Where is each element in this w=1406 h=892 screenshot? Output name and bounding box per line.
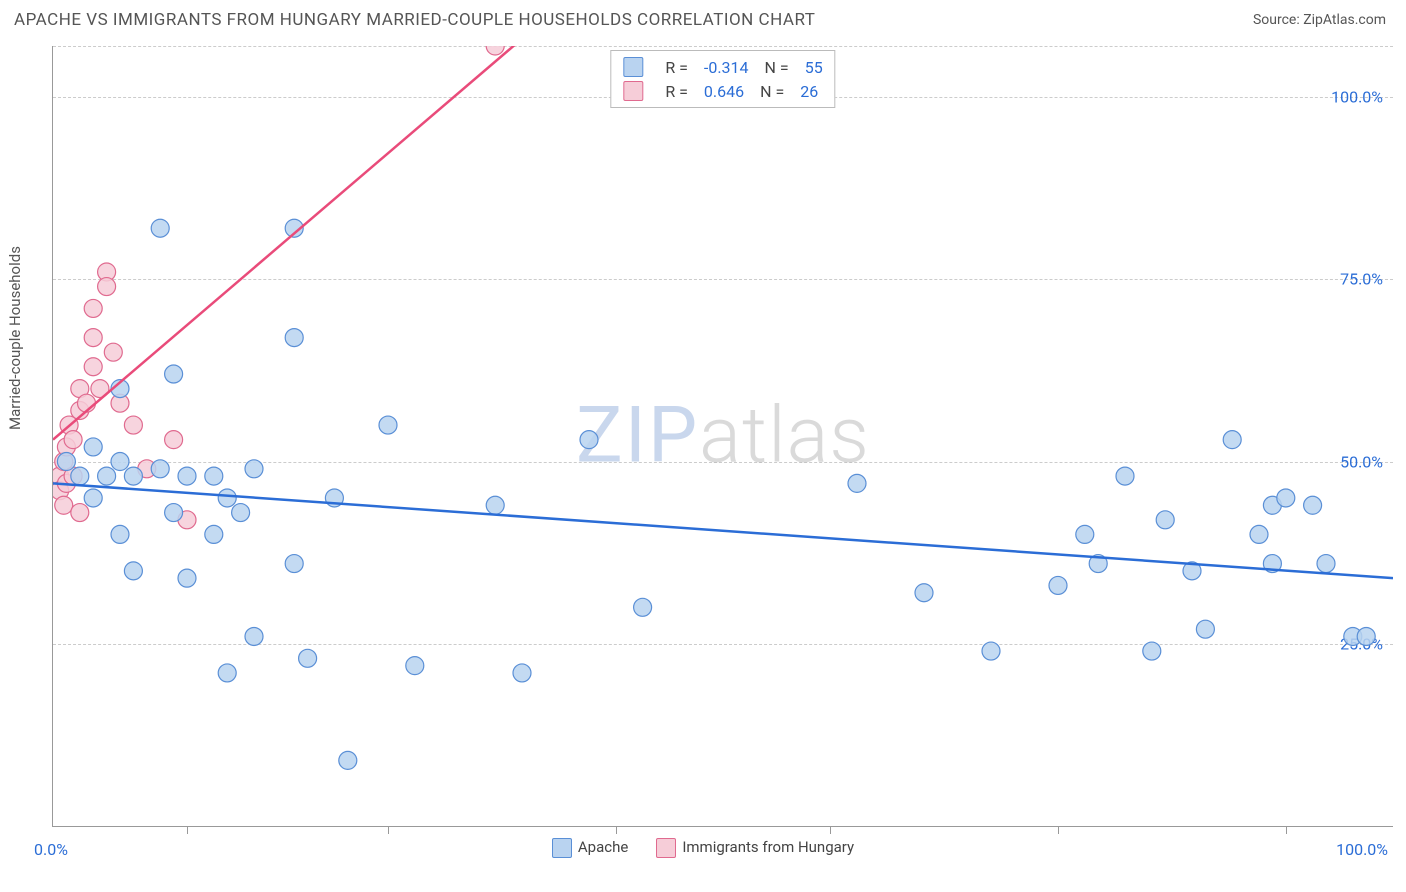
data-point — [1304, 496, 1322, 514]
header-row: APACHE VS IMMIGRANTS FROM HUNGARY MARRIE… — [0, 0, 1406, 36]
r-label: R = — [665, 58, 688, 77]
source-label: Source: ZipAtlas.com — [1253, 12, 1386, 28]
data-point — [151, 460, 169, 478]
data-point — [124, 562, 142, 580]
legend-swatch — [552, 838, 572, 858]
data-point — [84, 358, 102, 376]
x-tick — [1286, 826, 1287, 834]
plot-area: ZIPatlas R = -0.314 N = 55 R = 0.646 N =… — [52, 46, 1393, 827]
correlation-row-apache: R = -0.314 N = 55 — [623, 55, 822, 79]
data-point — [285, 329, 303, 347]
data-point — [165, 504, 183, 522]
x-tick — [830, 826, 831, 834]
data-point — [98, 467, 116, 485]
data-point — [299, 649, 317, 667]
legend-item: Apache — [552, 838, 628, 858]
data-point — [165, 365, 183, 383]
legend-label: Immigrants from Hungary — [682, 838, 854, 856]
r-value-apache: -0.314 — [704, 58, 749, 77]
x-tick — [1058, 826, 1059, 834]
data-point — [205, 467, 223, 485]
data-point — [339, 751, 357, 769]
correlation-row-hungary: R = 0.646 N = 26 — [623, 79, 822, 103]
scatter-svg — [53, 46, 1393, 826]
data-point — [486, 496, 504, 514]
trend-line — [53, 46, 522, 440]
data-point — [1357, 627, 1375, 645]
swatch-hungary — [623, 81, 643, 101]
legend-item: Immigrants from Hungary — [656, 838, 854, 858]
data-point — [379, 416, 397, 434]
n-value-hungary: 26 — [800, 82, 818, 101]
n-label: N = — [760, 82, 784, 101]
r-value-hungary: 0.646 — [704, 82, 744, 101]
data-point — [982, 642, 1000, 660]
data-point — [57, 453, 75, 471]
data-point — [915, 584, 933, 602]
n-value-apache: 55 — [805, 58, 823, 77]
correlation-legend: R = -0.314 N = 55 R = 0.646 N = 26 — [610, 50, 835, 108]
data-point — [218, 489, 236, 507]
data-point — [71, 504, 89, 522]
trend-line — [53, 483, 1393, 578]
data-point — [84, 438, 102, 456]
x-tick — [187, 826, 188, 834]
data-point — [1116, 467, 1134, 485]
data-point — [1277, 489, 1295, 507]
data-point — [1317, 555, 1335, 573]
data-point — [580, 431, 598, 449]
data-point — [1223, 431, 1241, 449]
data-point — [124, 416, 142, 434]
data-point — [205, 525, 223, 543]
r-label: R = — [665, 82, 688, 101]
data-point — [111, 453, 129, 471]
data-point — [245, 627, 263, 645]
data-point — [406, 657, 424, 675]
data-point — [151, 219, 169, 237]
data-point — [232, 504, 250, 522]
chart-container: APACHE VS IMMIGRANTS FROM HUNGARY MARRIE… — [0, 0, 1406, 892]
data-point — [285, 555, 303, 573]
data-point — [1196, 620, 1214, 638]
data-point — [55, 496, 73, 514]
data-point — [178, 569, 196, 587]
data-point — [1076, 525, 1094, 543]
data-point — [64, 431, 82, 449]
data-point — [98, 278, 116, 296]
data-point — [84, 489, 102, 507]
bottom-legend: Apache Immigrants from Hungary — [0, 838, 1406, 858]
data-point — [124, 467, 142, 485]
data-point — [104, 343, 122, 361]
swatch-apache — [623, 57, 643, 77]
data-point — [634, 598, 652, 616]
data-point — [848, 474, 866, 492]
data-point — [245, 460, 263, 478]
data-point — [111, 525, 129, 543]
chart-title: APACHE VS IMMIGRANTS FROM HUNGARY MARRIE… — [14, 10, 815, 30]
data-point — [1143, 642, 1161, 660]
legend-label: Apache — [578, 838, 628, 856]
data-point — [1049, 576, 1067, 594]
data-point — [84, 329, 102, 347]
x-tick — [616, 826, 617, 834]
data-point — [513, 664, 531, 682]
data-point — [1250, 525, 1268, 543]
x-tick — [388, 826, 389, 834]
data-point — [165, 431, 183, 449]
data-point — [84, 299, 102, 317]
data-point — [1156, 511, 1174, 529]
n-label: N = — [765, 58, 789, 77]
data-point — [486, 46, 504, 55]
y-axis-label: Married-couple Households — [6, 246, 24, 430]
legend-swatch — [656, 838, 676, 858]
data-point — [218, 664, 236, 682]
data-point — [71, 467, 89, 485]
data-point — [178, 467, 196, 485]
